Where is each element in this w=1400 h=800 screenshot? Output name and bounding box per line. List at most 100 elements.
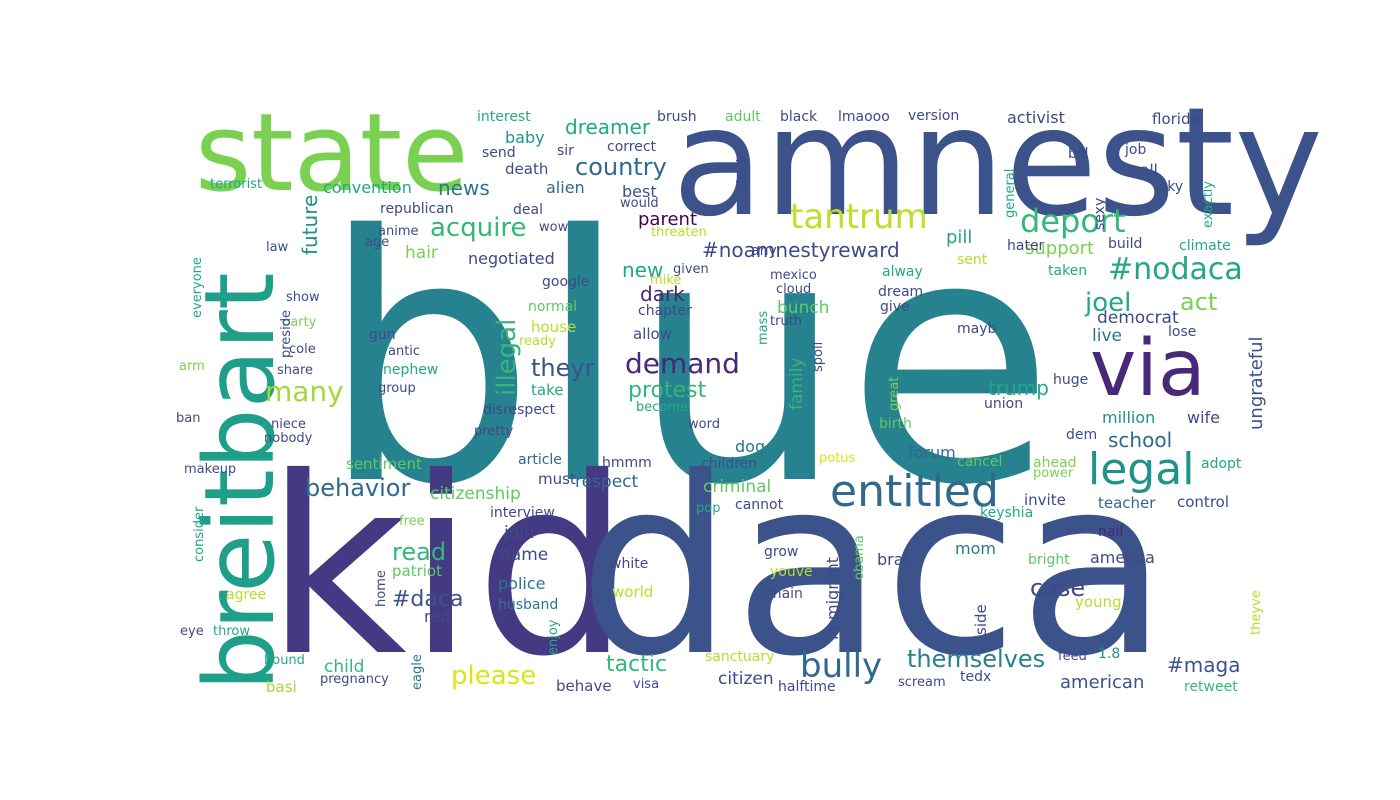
word-new: new	[622, 258, 664, 282]
word-death: death	[505, 160, 549, 178]
word-ready: ready	[519, 334, 556, 349]
word-chapter: chapter	[638, 303, 692, 319]
word-behavior: behavior	[305, 474, 411, 502]
word-halftime: halftime	[778, 679, 836, 695]
word-agree: agree	[226, 587, 267, 603]
word-school: school	[1108, 428, 1173, 452]
word-via: via	[1090, 324, 1206, 414]
word-patriot: patriot	[392, 562, 442, 580]
word-american: american	[1060, 672, 1145, 693]
word-sir: sir	[557, 143, 574, 159]
word-feed: feed	[1058, 649, 1087, 664]
word-power: power	[1033, 466, 1074, 481]
word-keyshia: keyshia	[980, 505, 1034, 521]
word-niece: niece	[271, 417, 306, 432]
word-tactic: tactic	[606, 652, 668, 677]
word-throw: throw	[213, 624, 250, 639]
word-spoil: spoil	[811, 341, 826, 372]
word-brush: brush	[657, 109, 697, 125]
word-youve: youve	[770, 564, 813, 580]
word-name: name	[500, 545, 549, 565]
word-america: america	[1090, 548, 1155, 567]
word-blue: blue	[320, 164, 1055, 560]
word-joel: joel	[1085, 288, 1132, 318]
word-cloud: cloud	[776, 282, 812, 297]
word-white: white	[610, 556, 649, 572]
word-eye: eye	[180, 624, 204, 639]
word-best: best	[622, 182, 657, 201]
word-sentiment: sentiment	[346, 455, 422, 473]
word-please: please	[451, 661, 537, 691]
word-group: group	[378, 381, 416, 396]
word-makeup: makeup	[184, 462, 237, 477]
word-country: country	[575, 153, 667, 181]
word-tedx: tedx	[960, 669, 992, 685]
word-enjoy: enjoy	[546, 619, 561, 656]
word-obama: obama	[852, 535, 867, 580]
word-build: build	[1108, 236, 1143, 252]
word-amnesty: amnesty	[672, 76, 1324, 250]
word-huge: huge	[1053, 372, 1089, 388]
word-parent: parent	[638, 209, 698, 230]
word-house: house	[531, 318, 577, 336]
word-maga: #maga	[1167, 653, 1241, 677]
word-black: black	[780, 109, 818, 125]
word-visa: visa	[633, 677, 660, 692]
word-join: join	[504, 523, 535, 543]
word-legal: legal	[1088, 444, 1195, 495]
word-support: support	[1025, 238, 1095, 259]
word-criminal: criminal	[703, 477, 772, 497]
word-democrat: democrat	[1097, 308, 1179, 328]
word-deal: deal	[513, 202, 543, 218]
word-nail: nail	[1098, 524, 1124, 540]
word-alien: alien	[546, 178, 585, 197]
word-hmmm: hmmm	[602, 455, 652, 471]
word-florida: florida	[1152, 110, 1200, 128]
word-convention: convention	[323, 178, 412, 197]
word-version: version	[908, 108, 960, 124]
word-allow: allow	[633, 325, 672, 343]
word-interest: interest	[477, 109, 531, 125]
word-news: news	[438, 176, 490, 200]
word-mom: mom	[955, 539, 996, 558]
word-free: free	[399, 514, 425, 529]
word-noamnestyreward: #noamnestyreward	[702, 238, 900, 262]
word-gun: gun	[369, 327, 396, 343]
word-entitled: entitled	[830, 466, 999, 517]
word-party: party	[282, 315, 317, 330]
word-dream: dream	[878, 284, 924, 300]
word-teacher: teacher	[1098, 494, 1156, 512]
word-dem: dem	[1066, 427, 1098, 443]
word-police: police	[498, 574, 546, 593]
word-show: show	[286, 290, 320, 305]
word-wow: wow	[539, 220, 569, 235]
word-wife: wife	[1187, 408, 1221, 427]
word-mayb: mayb	[957, 321, 997, 337]
word-disrespect: disrespect	[483, 402, 556, 418]
word-million: million	[1102, 408, 1156, 427]
word-trump: trump	[988, 376, 1049, 400]
word-job: job	[1125, 142, 1147, 158]
word-children: children	[701, 456, 758, 472]
word-themselves: themselves	[907, 645, 1046, 673]
word-normal: normal	[528, 299, 578, 315]
word-truth: truth	[770, 314, 803, 329]
word-theyve: theyve	[1249, 590, 1264, 635]
word-sky: sky	[1160, 179, 1184, 195]
word-google: google	[542, 274, 590, 290]
word-word: word	[688, 417, 720, 432]
word-theyr: theyr	[531, 354, 595, 382]
word-respect: respect	[575, 472, 639, 492]
word-anime: anime	[378, 224, 419, 239]
word-exactly: exactly	[1201, 181, 1216, 228]
word-hound: hound	[264, 653, 305, 668]
word-correct: correct	[607, 139, 657, 155]
word-birth: birth	[879, 416, 912, 432]
word-world: world	[612, 583, 654, 601]
word-tantrum: tantrum	[790, 197, 928, 237]
word-any: any	[751, 243, 777, 259]
word-pretty: pretty	[474, 424, 514, 439]
word-nodaca: #nodaca	[1108, 252, 1243, 287]
word-send: send	[482, 145, 516, 161]
word-become: become	[636, 400, 689, 415]
